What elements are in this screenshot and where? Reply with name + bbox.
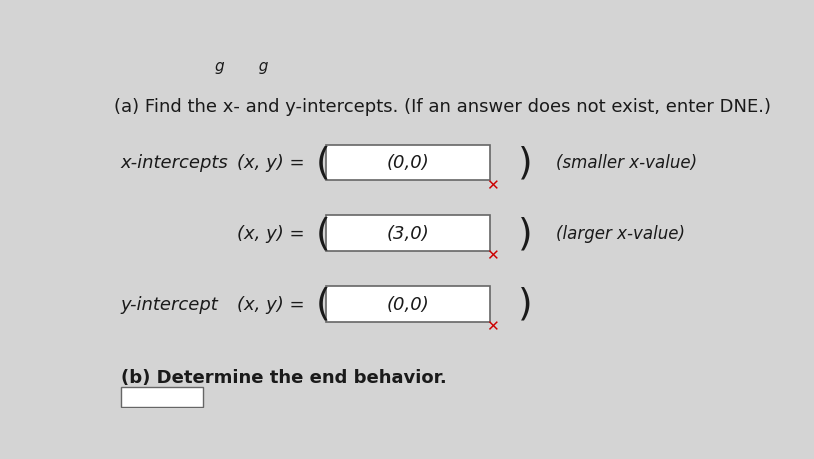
- Text: (: (: [316, 216, 330, 252]
- Text: (0,0): (0,0): [387, 154, 429, 172]
- Text: (x, y) =: (x, y) =: [238, 295, 305, 313]
- Text: (larger x-value): (larger x-value): [556, 224, 685, 242]
- Text: (x, y) =: (x, y) =: [238, 154, 305, 172]
- FancyBboxPatch shape: [326, 216, 490, 251]
- Text: ✕: ✕: [487, 319, 499, 334]
- Text: (3,0): (3,0): [387, 224, 429, 242]
- Text: (x, y) =: (x, y) =: [238, 224, 305, 242]
- Text: ): ): [519, 286, 532, 322]
- FancyBboxPatch shape: [326, 286, 490, 322]
- Text: ): ): [519, 145, 532, 181]
- Text: ): ): [519, 216, 532, 252]
- Text: (: (: [316, 145, 330, 181]
- Text: g       g: g g: [215, 59, 269, 73]
- Text: ✕: ✕: [487, 248, 499, 263]
- Text: (a) Find the x- and y-intercepts. (If an answer does not exist, enter DNE.): (a) Find the x- and y-intercepts. (If an…: [114, 97, 772, 116]
- Text: (b) Determine the end behavior.: (b) Determine the end behavior.: [120, 368, 446, 386]
- Text: ✕: ✕: [487, 177, 499, 192]
- Text: (: (: [316, 286, 330, 322]
- FancyBboxPatch shape: [326, 145, 490, 180]
- Text: (smaller x-value): (smaller x-value): [556, 154, 697, 172]
- Text: y-intercept: y-intercept: [120, 295, 218, 313]
- Text: (0,0): (0,0): [387, 295, 429, 313]
- Text: x-intercepts: x-intercepts: [120, 154, 229, 172]
- FancyBboxPatch shape: [120, 387, 203, 407]
